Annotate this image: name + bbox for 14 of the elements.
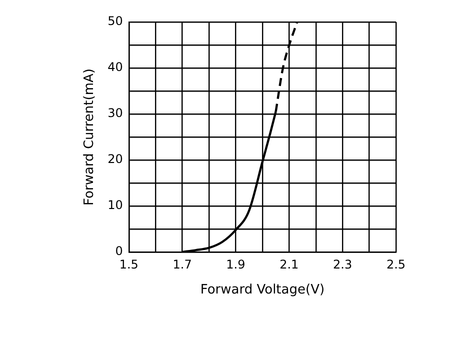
x-tick-label: 2.1 (280, 257, 299, 272)
y-tick-label: 40 (108, 60, 123, 74)
y-tick-label: 30 (108, 106, 123, 120)
x-tick-label: 1.5 (119, 257, 138, 272)
x-tick-label: 2.5 (386, 257, 406, 272)
y-tick-label: 50 (108, 14, 123, 28)
x-tick-label: 1.9 (226, 257, 246, 272)
y-tick-label: 0 (115, 244, 123, 258)
x-axis-title: Forward Voltage(V) (200, 282, 325, 298)
x-tick-label: 1.7 (172, 257, 192, 272)
y-tick-label: 20 (108, 152, 123, 166)
y-tick-label: 10 (108, 198, 123, 212)
x-tick-label: 2.3 (333, 257, 352, 272)
y-axis-title: Forward Current(mA) (82, 68, 98, 206)
